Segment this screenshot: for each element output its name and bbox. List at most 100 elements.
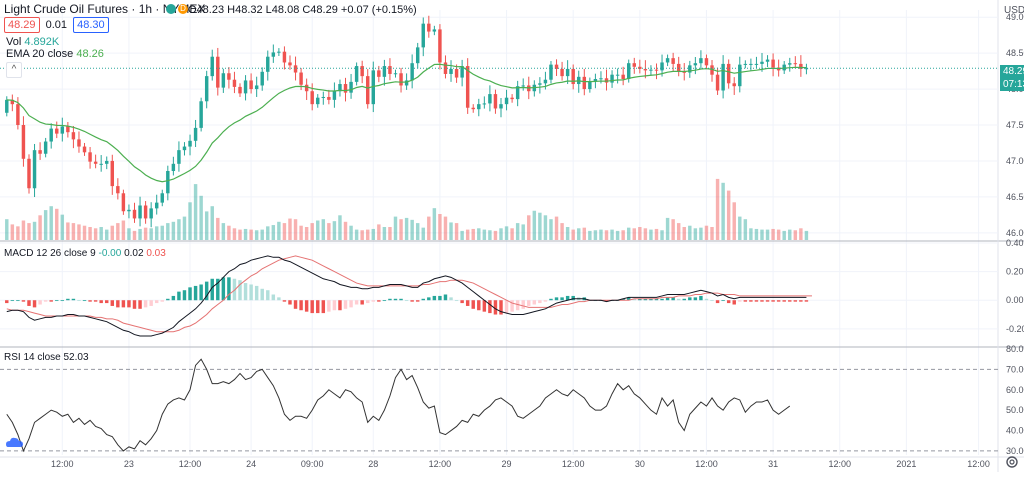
macd-histogram-bar [754,300,759,302]
candle-body [599,78,603,80]
volume-bar [160,225,164,240]
bid-price[interactable]: 48.29 [4,17,40,33]
symbol-title[interactable]: Light Crude Oil Futures · 1h · NYMEX [4,2,206,16]
candle-body [421,23,425,48]
candle-body [221,73,226,88]
volume-bar [710,227,714,240]
macd-histogram-bar [271,294,276,301]
macd-histogram-bar [454,300,459,302]
candle-body [216,56,220,88]
volume-bar [504,226,509,240]
macd-histogram-bar [199,284,203,301]
volume-bar [743,219,748,240]
macd-histogram-bar [765,300,770,302]
candle-body [377,70,381,77]
volume-pane [5,178,809,240]
candle-body [382,66,387,77]
macd-histogram-bar [182,290,187,301]
volume-bar [438,214,442,240]
volume-bar [88,227,92,240]
volume-bar [699,227,703,240]
macd-histogram-bar [132,300,137,309]
volume-bar [493,230,498,240]
candle-body [160,193,164,203]
macd-histogram-bar [393,298,398,301]
collapse-legend-button[interactable]: ^ [6,62,22,78]
rsi-pane [0,358,998,453]
candle-body [266,56,270,72]
volume-bar [532,210,537,240]
macd-histogram-bar [710,300,714,302]
macd-histogram-bar [66,298,70,301]
candle-body [615,74,620,76]
candle-body [593,79,598,82]
candle-body [149,208,153,219]
volume-bar [515,223,520,240]
currency-label[interactable]: USD [1004,5,1024,16]
price-axis-tick-label: 47.50 [1006,120,1024,130]
x-axis-tick-label: 2021 [896,459,916,469]
last-price-tag: 48.29 [1000,65,1024,78]
volume-bar [243,228,248,240]
ask-price[interactable]: 48.30 [73,17,109,33]
macd-histogram-bar [660,298,664,301]
volume-bar [443,216,448,240]
candle-body [277,51,281,53]
candle-body [654,69,659,71]
candle-body [132,209,137,219]
volume-bar [626,227,631,240]
macd-histogram-bar [188,287,192,301]
volume-bar [266,226,270,240]
volume-bar [510,228,514,240]
rsi-line [6,358,791,453]
macd-histogram-bar [799,300,803,302]
volume-bar [765,229,770,240]
volume-bar [749,228,753,240]
axes: 12:00 23 12:00 24 09:00 28 12:00 29 12:00 30 12:00… [51,12,1024,469]
macd-histogram-bar [493,300,498,315]
candle-body [432,29,437,32]
volume-bar [477,228,481,240]
macd-hist-value: -0.00 [98,248,122,259]
candle-body [760,61,764,64]
macd-histogram-bar [626,297,631,301]
macd-histogram-bar [782,300,786,302]
x-axis-tick-label: 29 [502,459,512,469]
volume-bar [465,229,470,240]
candle-body [293,65,298,73]
candle-body [77,139,81,147]
candle-body [604,78,609,83]
candle-body [27,158,31,189]
bar-countdown-tag: 07:13 [1000,78,1024,91]
macd-histogram-bar [354,300,359,305]
macd-histogram-bar [49,300,53,302]
macd-histogram-bar [243,283,248,301]
bid-ask-row: 48.29 0.01 48.30 [4,17,109,33]
macd-histogram-bar [216,278,220,301]
macd-histogram-bar [693,297,698,301]
volume-bar [527,215,531,240]
volume-bar [732,202,736,240]
macd-legend: MACD 12 26 close 9 -0.00 0.02 0.03 [4,247,166,261]
candle-body [21,125,26,159]
candle-body [499,104,503,109]
x-axis-tick-label: 12:00 [562,459,585,469]
volume-bar [82,225,87,240]
volume-bar [204,211,209,240]
macd-histogram-bar [488,300,492,314]
candle-body [621,74,625,79]
macd-histogram-bar [127,300,131,308]
macd-histogram-bar [343,300,348,309]
candle-body [671,58,675,64]
macd-histogram-bar [665,297,670,301]
rsi-legend: RSI 14 close 52.03 [4,351,89,365]
macd-histogram-bar [110,300,115,306]
settings-gear-icon[interactable] [1006,456,1018,468]
candle-body [138,205,142,219]
volume-bar [560,223,564,240]
macd-line-value: 0.02 [124,248,144,259]
candle-body [560,68,564,77]
macd-histogram-bar [310,300,314,314]
